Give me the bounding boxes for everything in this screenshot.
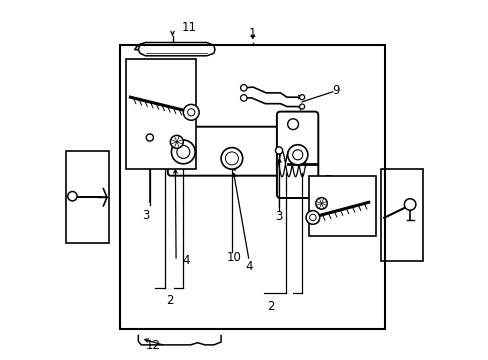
- Text: 4: 4: [182, 255, 189, 267]
- Text: 1: 1: [248, 27, 256, 40]
- Bar: [380, 169, 422, 261]
- Circle shape: [171, 140, 195, 164]
- Text: 3: 3: [274, 210, 282, 222]
- Circle shape: [177, 145, 189, 158]
- Text: 5: 5: [391, 213, 399, 226]
- Text: 7: 7: [325, 174, 332, 187]
- Circle shape: [299, 104, 304, 109]
- Circle shape: [221, 148, 242, 169]
- Circle shape: [275, 147, 282, 154]
- Circle shape: [170, 135, 183, 148]
- Text: 2: 2: [165, 294, 173, 307]
- Circle shape: [315, 198, 326, 209]
- Text: 5: 5: [82, 213, 90, 226]
- Bar: [120, 45, 384, 329]
- Text: 3: 3: [142, 209, 149, 222]
- Text: 10: 10: [226, 251, 241, 264]
- Circle shape: [187, 109, 194, 116]
- Circle shape: [305, 211, 319, 224]
- Circle shape: [240, 85, 246, 91]
- Circle shape: [287, 119, 298, 130]
- Bar: [125, 59, 196, 169]
- FancyBboxPatch shape: [167, 127, 290, 176]
- Circle shape: [68, 192, 77, 201]
- Bar: [309, 176, 375, 236]
- Circle shape: [404, 199, 415, 210]
- Text: 8: 8: [318, 195, 325, 208]
- Circle shape: [287, 145, 307, 165]
- Text: 11: 11: [181, 21, 196, 33]
- Text: 8: 8: [133, 131, 140, 144]
- FancyBboxPatch shape: [276, 112, 318, 198]
- Circle shape: [309, 214, 316, 221]
- Circle shape: [299, 95, 304, 100]
- Text: 7: 7: [138, 58, 145, 71]
- Circle shape: [240, 95, 246, 101]
- Bar: [66, 151, 109, 243]
- Text: 4: 4: [245, 260, 252, 273]
- Circle shape: [292, 150, 302, 160]
- Text: 2: 2: [266, 300, 274, 313]
- Text: 12: 12: [145, 339, 160, 352]
- Circle shape: [146, 134, 153, 141]
- Text: 6: 6: [77, 174, 84, 186]
- Circle shape: [183, 104, 199, 120]
- Text: 6: 6: [383, 181, 390, 194]
- Text: 9: 9: [332, 84, 339, 96]
